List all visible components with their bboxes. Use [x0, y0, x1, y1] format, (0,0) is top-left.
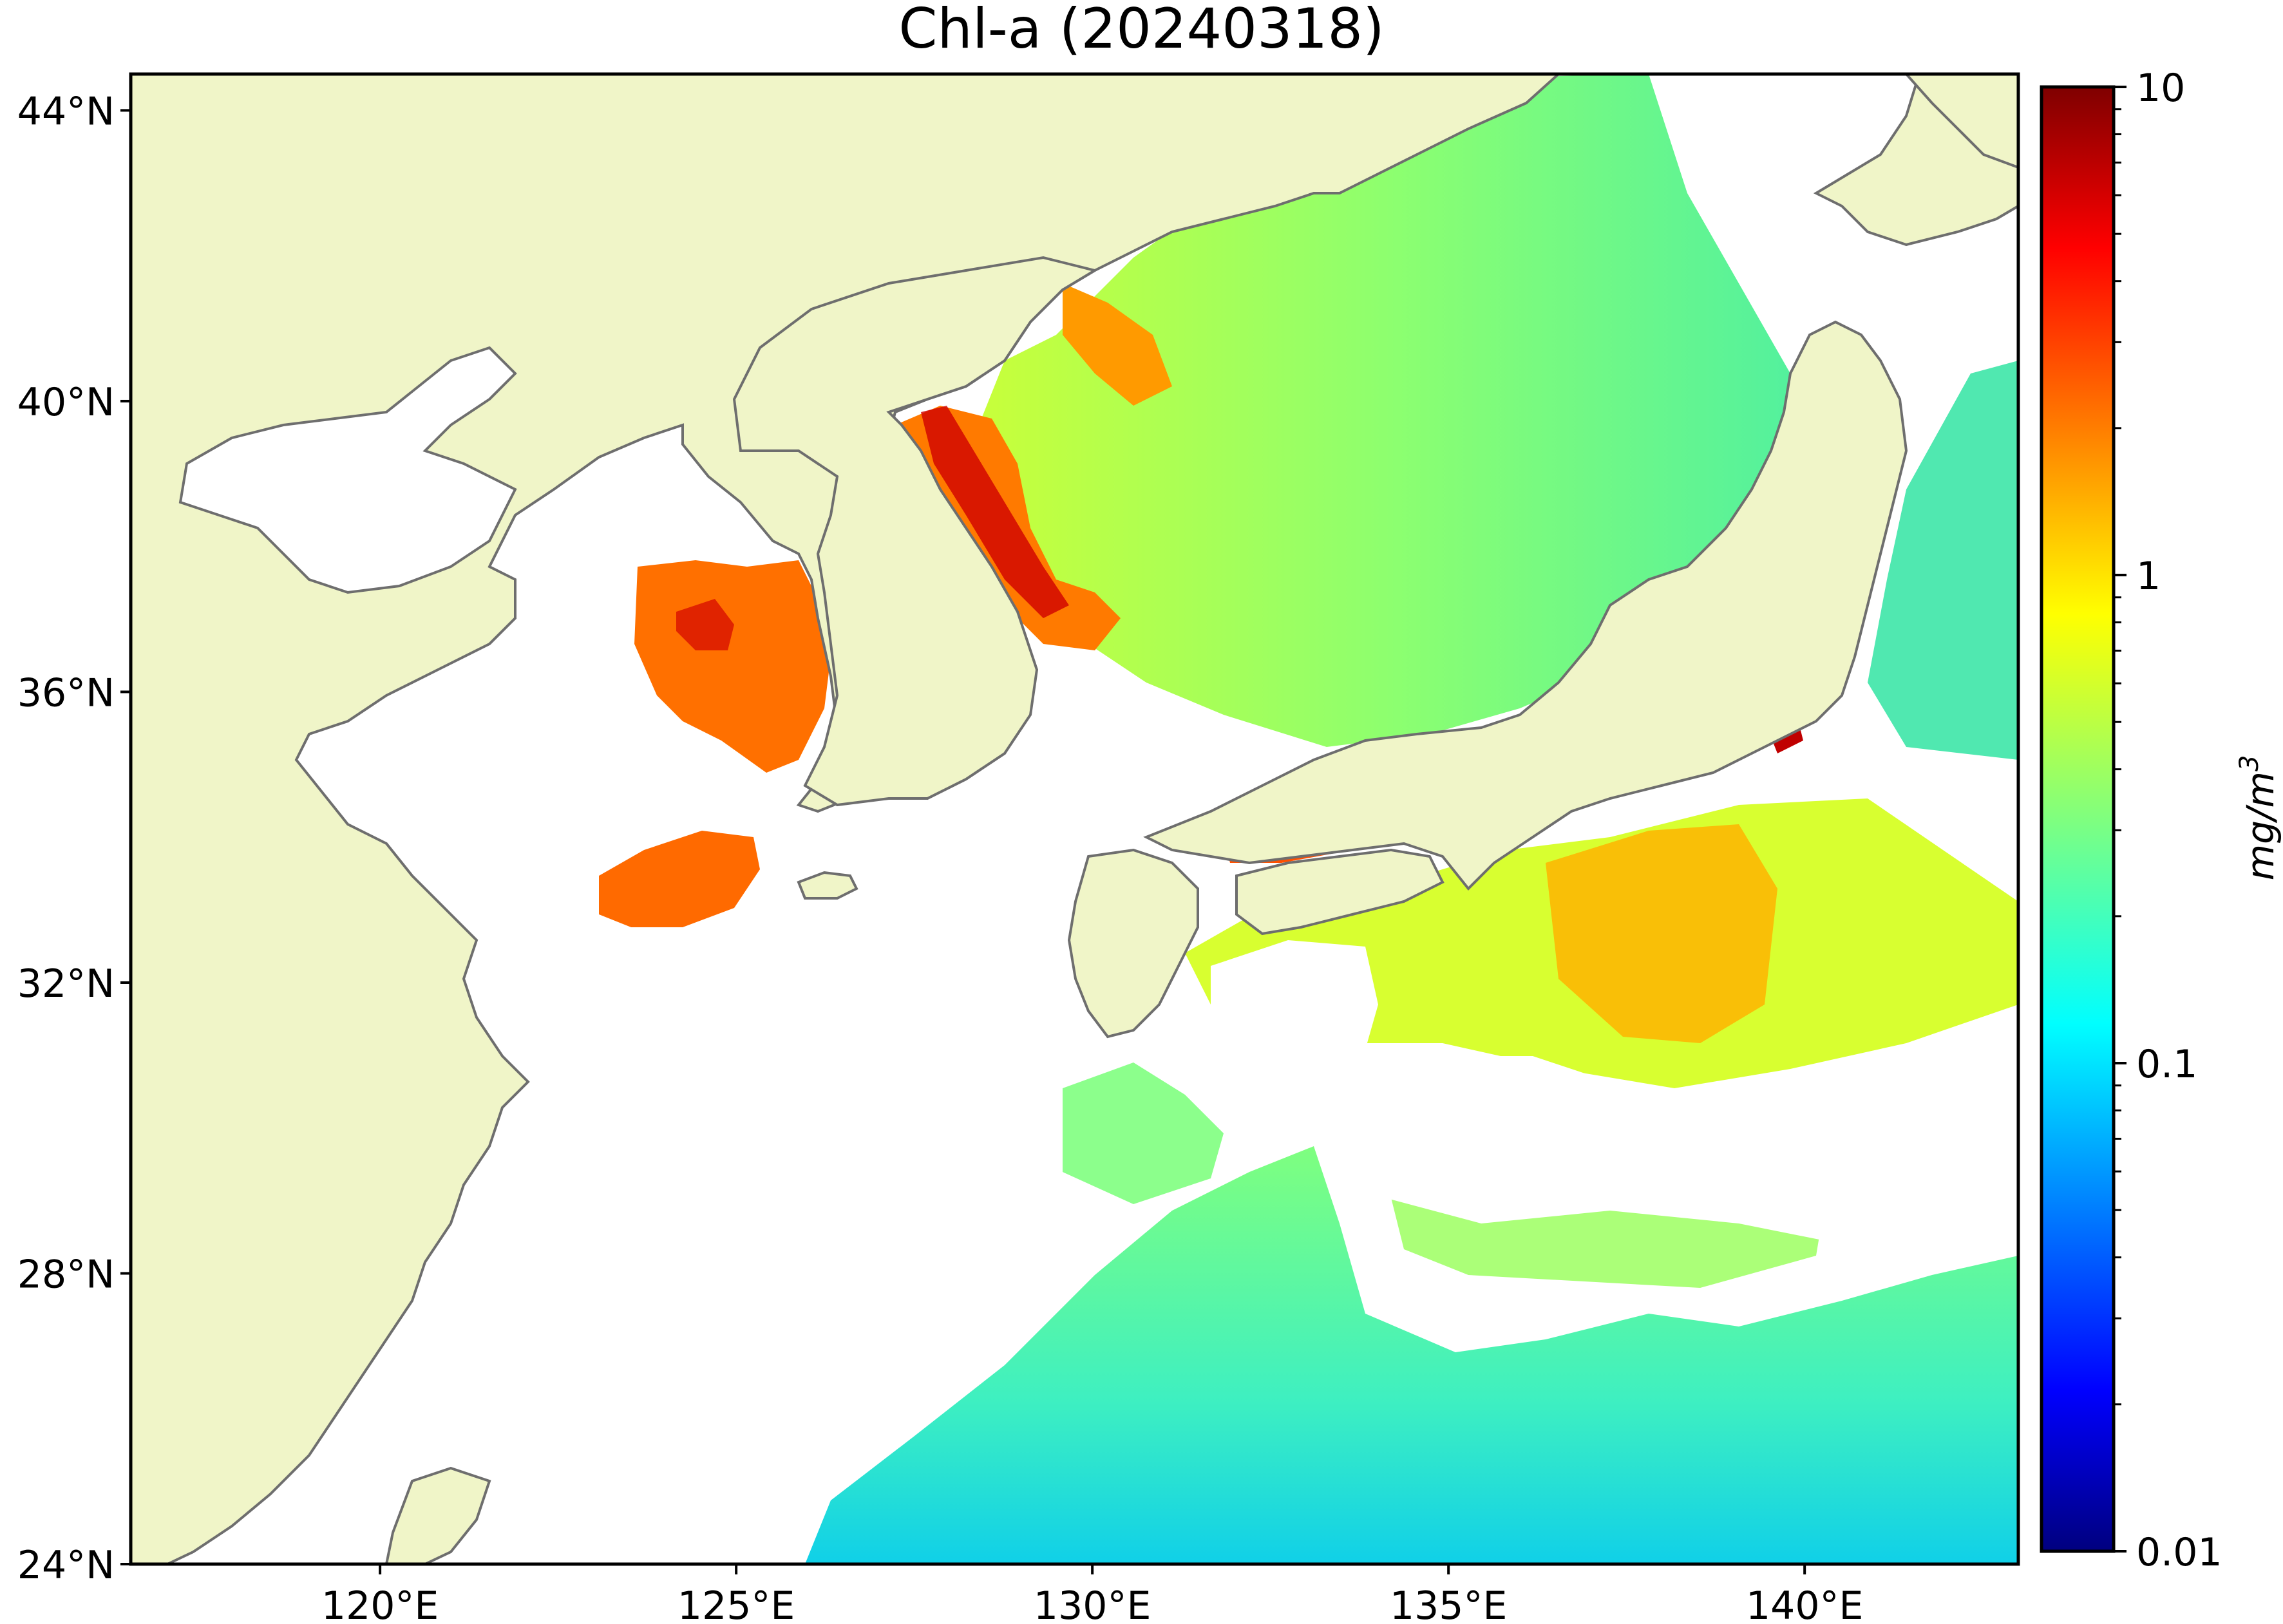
cloud-gaps — [1211, 940, 2018, 1249]
land-taiwan — [384, 1466, 491, 1564]
cloud-gap-1 — [1211, 940, 1378, 1133]
chl-patch-east-korea-bay — [1063, 283, 1172, 406]
colorbar-unit-exponent: 3 — [2235, 755, 2264, 771]
colorbar-unit: mg/m — [2239, 771, 2282, 880]
y-tick-label: 28°N — [17, 1252, 115, 1297]
chl-patch-sea-of-japan — [979, 74, 1816, 747]
land-masses — [131, 74, 2018, 1564]
x-tick-label: 125°E — [677, 1583, 795, 1624]
chl-patch-kyushu-south — [1063, 1062, 1224, 1204]
colorbar-tick-label: 1 — [2136, 554, 2161, 599]
colorbar-tick-label: 0.1 — [2136, 1042, 2197, 1087]
y-axis: 44°N 40°N 36°N 32°N 28°N 24°N — [17, 89, 131, 1588]
x-tick-label: 135°E — [1390, 1583, 1507, 1624]
y-tick-label: 44°N — [17, 89, 115, 134]
land-sakhalin-russia — [1904, 74, 2018, 169]
chl-patch-kuroshio-orange — [1546, 824, 1777, 1043]
x-axis: 120°E 125°E 130°E 135°E 140°E — [321, 1564, 1863, 1624]
land-kyushu — [1067, 848, 1199, 1039]
colorbar-ticks: 10 1 0.1 0.01 — [2114, 66, 2222, 1575]
y-tick-label: 24°N — [17, 1543, 115, 1588]
y-tick-label: 36°N — [17, 670, 115, 715]
colorbar-tick-label: 0.01 — [2136, 1530, 2222, 1575]
land-shikoku — [1235, 848, 1445, 936]
colorbar-tick-label: 10 — [2136, 66, 2185, 111]
colorbar — [2041, 87, 2114, 1551]
chl-patch-yellow-sea-core — [676, 599, 734, 650]
cloud-gap-2 — [1378, 1056, 2018, 1249]
chl-patch-pacific-east — [1868, 361, 2018, 760]
map-area — [131, 74, 2018, 1564]
chl-patch-korea-coast-red — [921, 406, 1069, 618]
land-liaodong-cutout — [178, 346, 517, 594]
x-tick-label: 130°E — [1034, 1583, 1151, 1624]
chl-patch-yellow-sea-south — [599, 831, 760, 927]
y-tick-label: 40°N — [17, 380, 115, 425]
colorbar-unit-label: mg/m3 — [2235, 755, 2282, 881]
map-title: Chl-a (20240318) — [898, 0, 1385, 61]
y-tick-label: 32°N — [17, 961, 115, 1006]
x-tick-label: 140°E — [1746, 1583, 1863, 1624]
chl-patch-south-pacific — [805, 1146, 2018, 1564]
map-frame — [129, 72, 2020, 1566]
chlorophyll-field — [599, 74, 2018, 1564]
land-honshu — [1143, 320, 1908, 891]
land-korean-peninsula — [732, 256, 1099, 807]
land-jeju-island — [797, 871, 858, 900]
colorbar-frame — [2040, 85, 2116, 1553]
x-tick-label: 120°E — [321, 1583, 439, 1624]
